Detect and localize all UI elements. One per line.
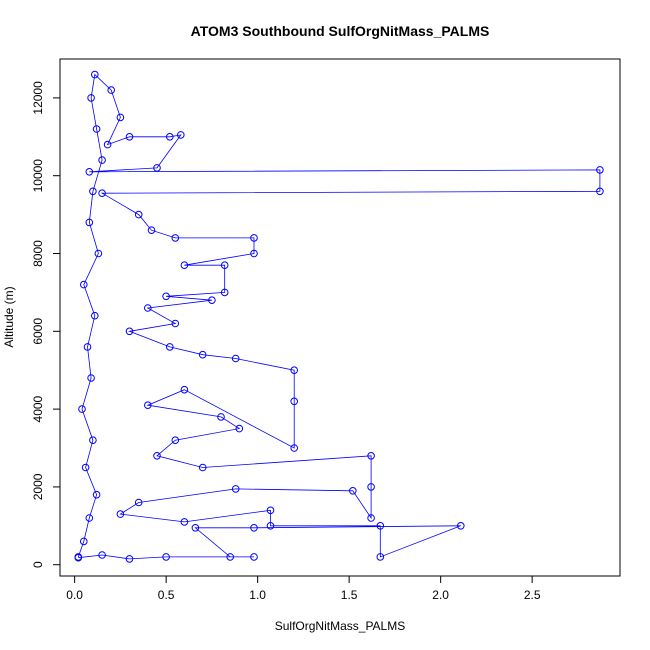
data-point bbox=[180, 518, 189, 526]
data-point bbox=[349, 487, 357, 495]
data-point bbox=[91, 311, 99, 320]
data-point bbox=[166, 133, 174, 141]
data-point bbox=[596, 166, 604, 174]
data-point bbox=[367, 514, 375, 522]
data-point bbox=[290, 444, 299, 452]
data-point bbox=[250, 524, 258, 532]
data-point bbox=[180, 261, 189, 270]
data-point bbox=[92, 125, 101, 133]
data-point bbox=[180, 385, 189, 394]
data-point bbox=[87, 94, 95, 102]
y-tick-label: 2000 bbox=[31, 473, 45, 500]
data-point bbox=[171, 436, 180, 445]
data-point bbox=[98, 189, 106, 197]
data-point bbox=[231, 485, 240, 493]
data-point bbox=[596, 187, 604, 196]
data-point bbox=[217, 413, 225, 421]
data-point bbox=[250, 553, 258, 561]
data-point bbox=[125, 555, 134, 563]
data-point bbox=[266, 506, 275, 515]
x-tick-label: 2.0 bbox=[432, 588, 449, 602]
data-point bbox=[290, 397, 299, 406]
y-axis-label: Altitude (m) bbox=[2, 286, 16, 347]
data-point bbox=[83, 343, 92, 351]
data-point bbox=[92, 490, 101, 499]
data-point bbox=[125, 327, 134, 336]
x-axis: 0.0 0.5 1.0 1.5 2.0 2.5 bbox=[66, 575, 541, 602]
data-point bbox=[171, 234, 180, 242]
data-point bbox=[290, 366, 299, 375]
data-point bbox=[367, 452, 375, 460]
x-axis-label: SulfOrgNitMass_PALMS bbox=[275, 619, 405, 633]
x-tick-label: 0.5 bbox=[158, 588, 175, 602]
data-point bbox=[208, 296, 216, 305]
y-tick-label: 4000 bbox=[31, 395, 45, 422]
data-point bbox=[226, 553, 234, 561]
data-point bbox=[85, 168, 94, 176]
data-point bbox=[153, 452, 161, 460]
data-point bbox=[147, 226, 156, 234]
data-point bbox=[134, 210, 143, 219]
data-point bbox=[198, 463, 207, 472]
data-point bbox=[166, 343, 174, 351]
data-point bbox=[457, 522, 465, 530]
x-tick-label: 2.5 bbox=[524, 588, 541, 602]
data-point bbox=[266, 522, 275, 530]
data-point bbox=[85, 218, 94, 227]
data-point bbox=[94, 249, 103, 258]
data-point bbox=[134, 498, 143, 507]
data-point bbox=[177, 131, 185, 139]
data-point bbox=[162, 292, 170, 301]
data-point bbox=[250, 249, 258, 258]
data-point bbox=[250, 234, 258, 242]
data-point bbox=[103, 140, 112, 149]
y-tick-label: 10000 bbox=[31, 159, 45, 193]
x-tick-label: 1.5 bbox=[341, 588, 358, 602]
data-point bbox=[220, 261, 229, 270]
x-tick-label: 0.0 bbox=[66, 588, 83, 602]
data-point bbox=[85, 514, 94, 522]
data-point bbox=[107, 86, 115, 94]
y-tick-label: 6000 bbox=[31, 318, 45, 345]
series-line bbox=[77, 73, 601, 560]
data-point bbox=[80, 280, 88, 289]
data-point bbox=[171, 319, 180, 328]
data-point bbox=[376, 553, 385, 561]
data-point bbox=[74, 553, 83, 562]
data-point bbox=[81, 463, 90, 472]
data-point bbox=[125, 133, 134, 141]
chart-title: ATOM3 Southbound SulfOrgNitMass_PALMS bbox=[191, 23, 490, 39]
data-point bbox=[78, 405, 86, 413]
y-axis: 0 2000 4000 6000 8000 10000 12000 bbox=[31, 81, 61, 568]
data-point bbox=[98, 551, 106, 559]
data-point bbox=[89, 436, 97, 445]
data-point bbox=[153, 164, 161, 172]
y-tick-label: 0 bbox=[31, 561, 45, 568]
y-tick-label: 8000 bbox=[31, 240, 45, 267]
data-point bbox=[235, 424, 244, 433]
data-point bbox=[91, 70, 99, 79]
data-point bbox=[198, 350, 207, 359]
data-point bbox=[162, 553, 170, 561]
data-point bbox=[220, 288, 229, 297]
data-point bbox=[89, 187, 97, 196]
data-point bbox=[367, 483, 375, 491]
data-point bbox=[116, 113, 125, 122]
x-tick-label: 1.0 bbox=[249, 588, 266, 602]
data-point bbox=[376, 522, 385, 530]
data-point bbox=[87, 374, 95, 382]
data-point bbox=[144, 401, 152, 410]
data-point bbox=[191, 524, 200, 532]
data-point bbox=[231, 354, 240, 363]
data-point bbox=[80, 537, 88, 546]
data-point bbox=[98, 156, 106, 164]
data-layer bbox=[74, 70, 604, 563]
data-point bbox=[116, 510, 125, 518]
y-tick-label: 12000 bbox=[31, 81, 45, 115]
data-point bbox=[144, 304, 152, 312]
